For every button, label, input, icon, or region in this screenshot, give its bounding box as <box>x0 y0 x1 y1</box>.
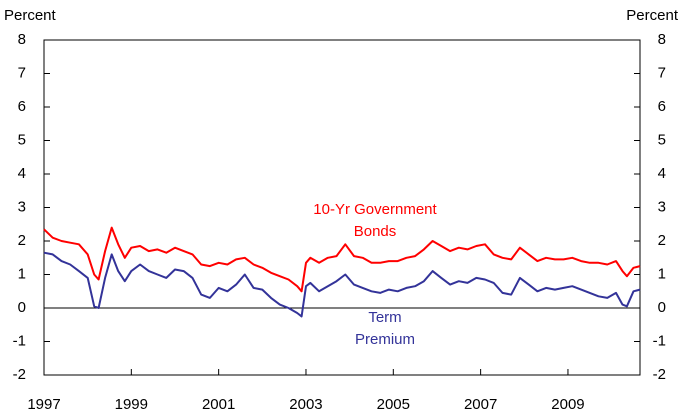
y-axis-label: Percent <box>4 7 57 24</box>
annotation: 10-Yr Government <box>313 201 437 218</box>
y2-tick-label: -1 <box>653 332 666 349</box>
y2-tick-label: 5 <box>658 131 666 148</box>
annotation: Bonds <box>354 223 397 240</box>
x-tick-label: 2007 <box>464 396 497 413</box>
x-tick-label: 2001 <box>202 396 235 413</box>
y2-tick-label: 0 <box>658 299 666 316</box>
y-tick-label: 4 <box>18 165 26 182</box>
y-tick-label: -1 <box>13 332 26 349</box>
series-line <box>43 251 641 318</box>
x-tick-label: 2009 <box>551 396 584 413</box>
y-tick-label: -2 <box>13 366 26 383</box>
y-tick-label: 1 <box>18 265 26 282</box>
y2-axis-label: Percent <box>626 7 679 24</box>
x-tick-label: 2005 <box>377 396 410 413</box>
x-tick-label: 2003 <box>289 396 322 413</box>
y-tick-label: 0 <box>18 299 26 316</box>
y-tick-label: 5 <box>18 131 26 148</box>
y2-tick-label: 8 <box>658 31 666 48</box>
y-tick-label: 3 <box>18 198 26 215</box>
y-tick-label: 8 <box>18 31 26 48</box>
y-tick-label: 2 <box>18 232 26 249</box>
y2-tick-label: 3 <box>658 198 666 215</box>
y2-tick-label: 6 <box>658 98 666 115</box>
y2-tick-label: 1 <box>658 265 666 282</box>
y2-tick-label: 4 <box>658 165 666 182</box>
x-tick-label: 1997 <box>27 396 60 413</box>
annotation: Term <box>368 309 401 326</box>
y2-tick-label: 7 <box>658 64 666 81</box>
annotation: Premium <box>355 331 415 348</box>
y2-tick-label: 2 <box>658 232 666 249</box>
y-tick-label: 6 <box>18 98 26 115</box>
y-tick-label: 7 <box>18 64 26 81</box>
series-line <box>43 226 641 293</box>
y2-tick-label: -2 <box>653 366 666 383</box>
x-tick-label: 1999 <box>115 396 148 413</box>
